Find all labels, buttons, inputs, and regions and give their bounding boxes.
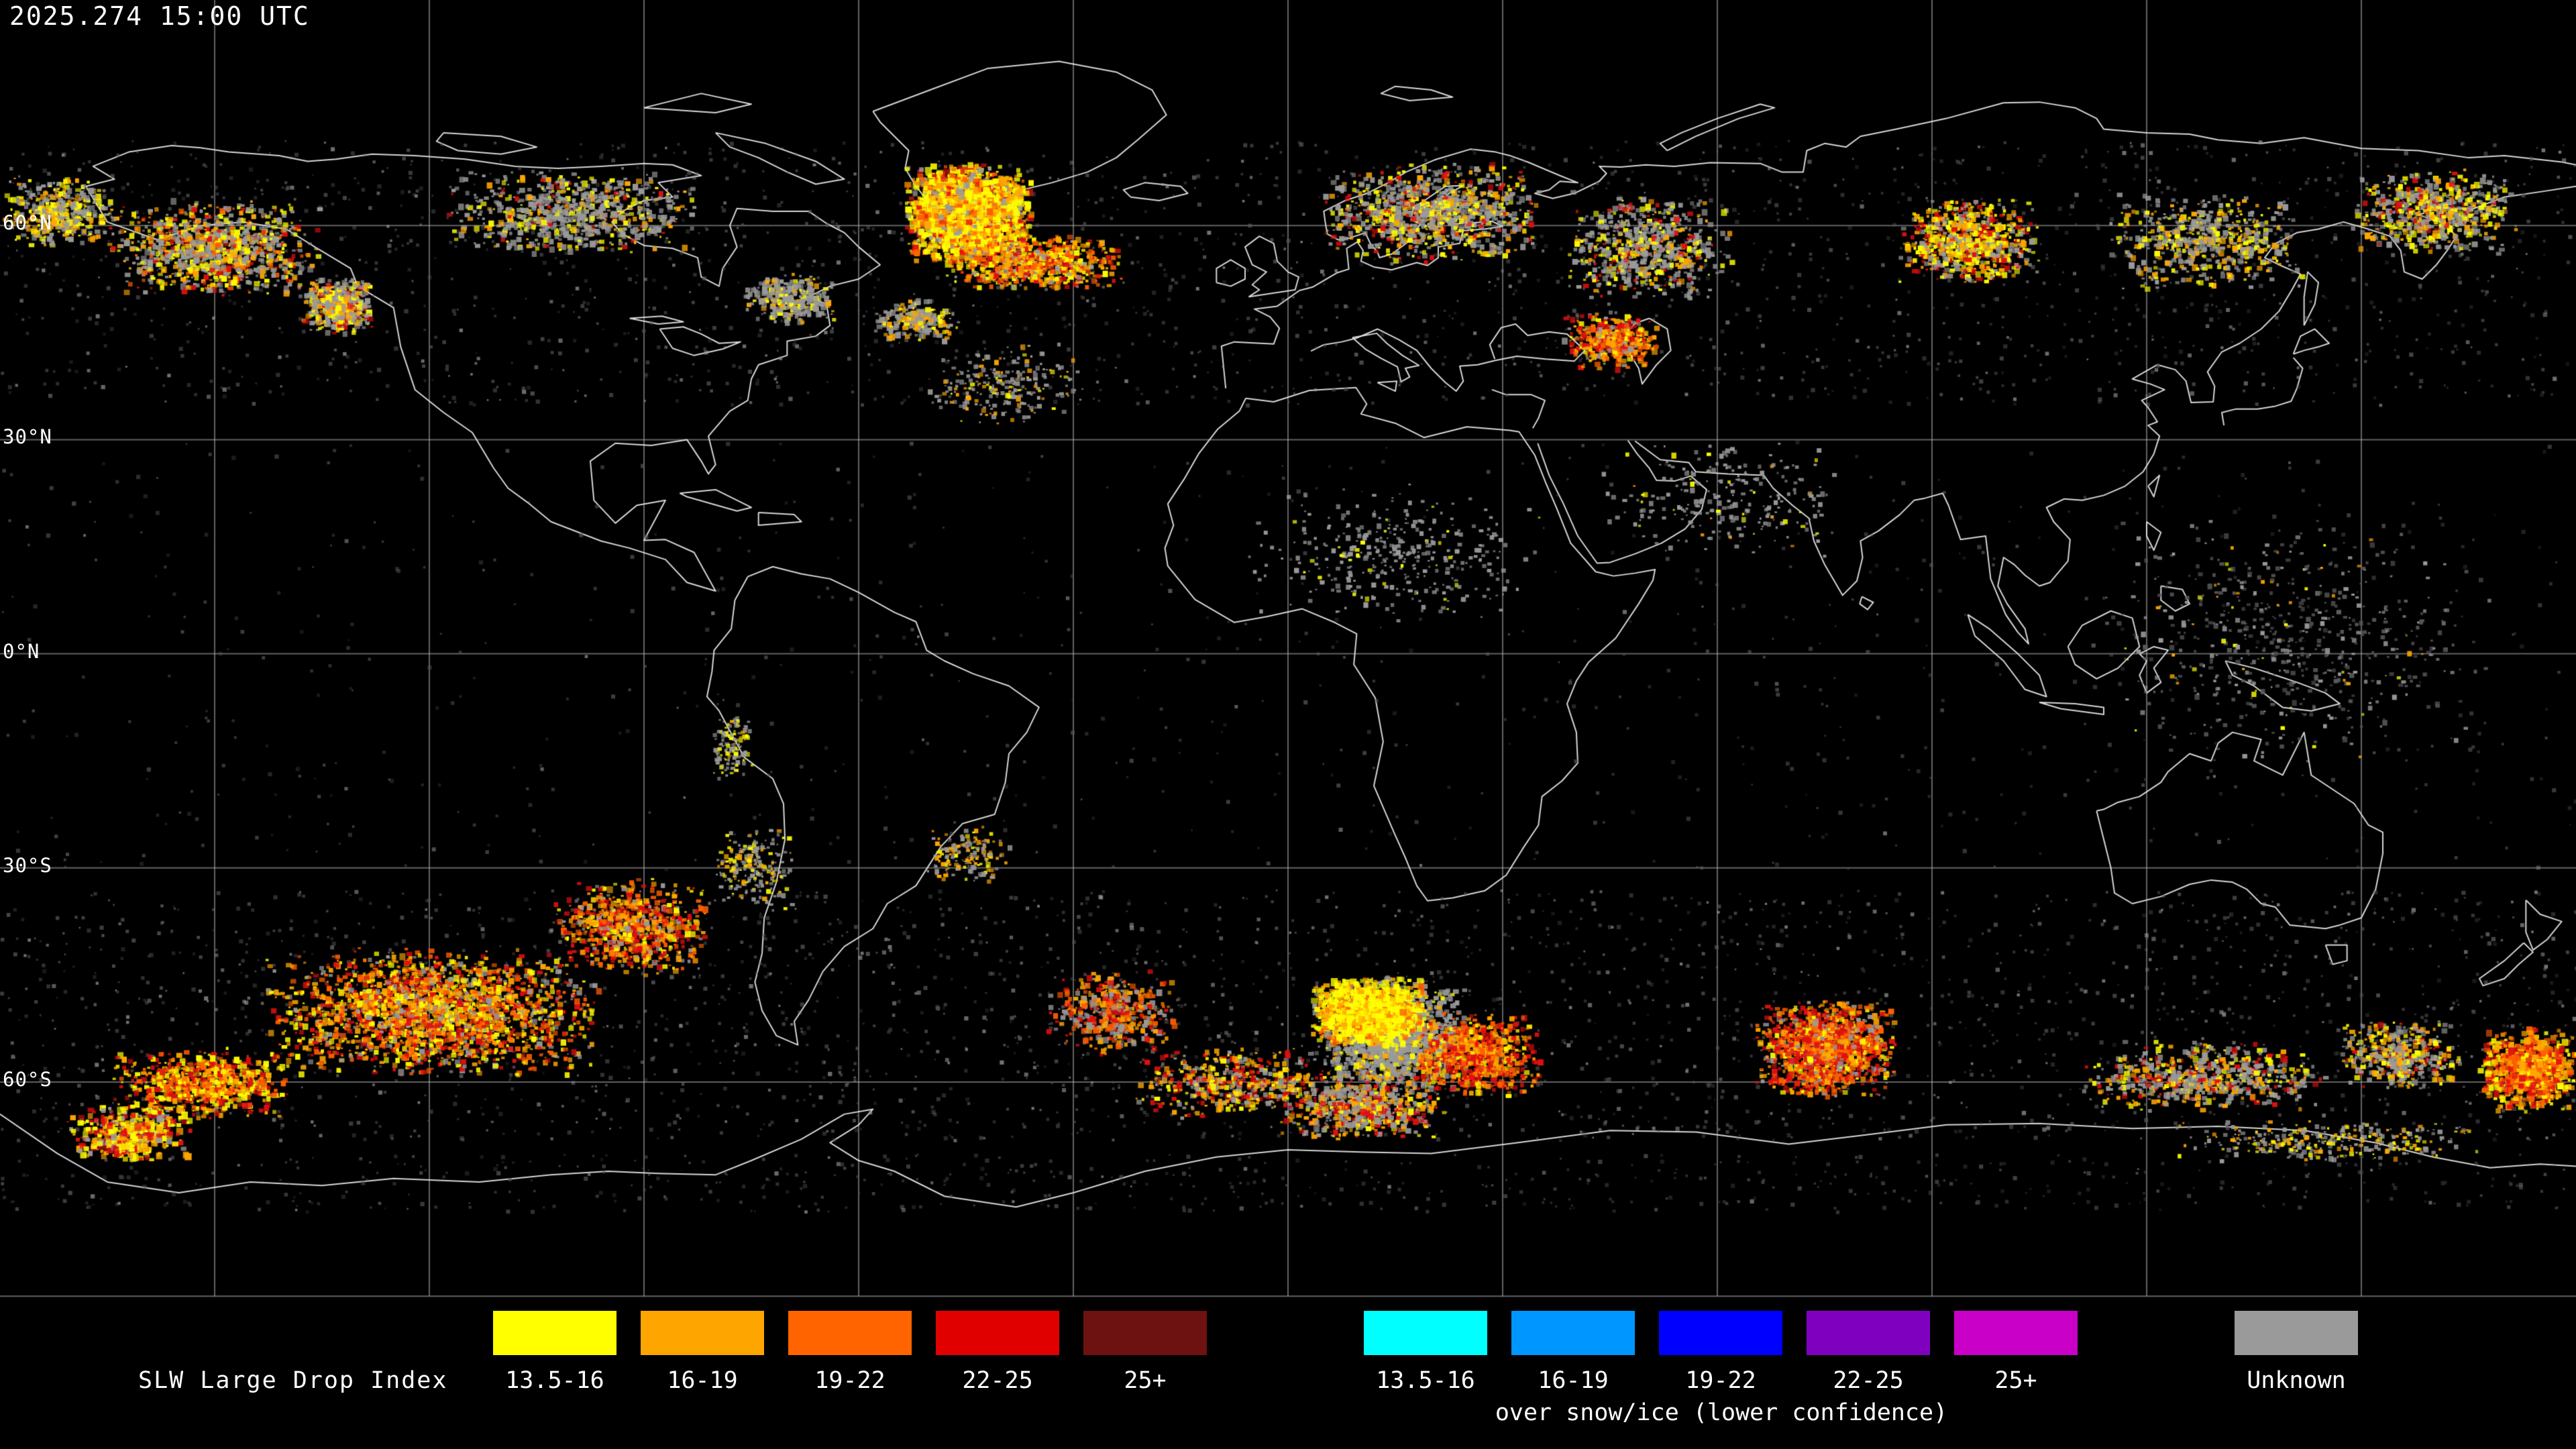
legend-swatch — [1954, 1311, 2078, 1355]
latitude-label: 60°S — [3, 1067, 52, 1091]
legend-item: Unknown — [2235, 1311, 2358, 1394]
legend-item: 16-19 — [641, 1311, 764, 1394]
legend-swatch — [936, 1311, 1059, 1355]
legend-swatch-unknown — [2235, 1311, 2358, 1355]
legend-group-slw: 13.5-16 16-19 19-22 22-25 25+ — [493, 1311, 1207, 1394]
legend-swatch — [1807, 1311, 1930, 1355]
legend-swatch-label: 25+ — [1994, 1367, 2037, 1394]
latitude-label: 0°N — [3, 639, 40, 663]
legend-item: 22-25 — [936, 1311, 1059, 1394]
legend-swatch-label: 25+ — [1124, 1367, 1167, 1394]
legend-caption-snow-ice: over snow/ice (lower confidence) — [1495, 1399, 1948, 1426]
legend-item: 13.5-16 — [1364, 1311, 1487, 1394]
legend-swatch-label: 13.5-16 — [1376, 1367, 1475, 1394]
legend-swatch — [788, 1311, 912, 1355]
legend-swatch — [493, 1311, 616, 1355]
legend-swatch-label: 13.5-16 — [505, 1367, 604, 1394]
legend-item: 19-22 — [1659, 1311, 1782, 1394]
legend-group-snow-ice: 13.5-16 16-19 19-22 22-25 25+ — [1364, 1311, 2078, 1394]
legend-swatch-label: Unknown — [2247, 1367, 2346, 1394]
latitude-label: 30°N — [3, 425, 52, 449]
legend-item: 25+ — [1083, 1311, 1207, 1394]
legend-swatch-label: 19-22 — [1685, 1367, 1756, 1394]
legend-item: 22-25 — [1807, 1311, 1930, 1394]
legend-title: SLW Large Drop Index — [138, 1367, 448, 1394]
legend-swatch — [1511, 1311, 1635, 1355]
legend-swatch — [1659, 1311, 1782, 1355]
legend-swatch-label: 19-22 — [814, 1367, 885, 1394]
legend-item-unknown: Unknown — [2235, 1311, 2358, 1394]
legend-item: 13.5-16 — [493, 1311, 616, 1394]
legend-swatch — [1083, 1311, 1207, 1355]
legend-item: 25+ — [1954, 1311, 2078, 1394]
latitude-label: 60°N — [3, 211, 52, 235]
legend-swatch — [641, 1311, 764, 1355]
legend-swatch-label: 16-19 — [1538, 1367, 1609, 1394]
legend-swatch-label: 16-19 — [667, 1367, 738, 1394]
latitude-label: 30°S — [3, 853, 52, 877]
legend-swatch-label: 22-25 — [962, 1367, 1033, 1394]
legend-swatch — [1364, 1311, 1487, 1355]
timestamp: 2025.274 15:00 UTC — [9, 1, 310, 31]
legend-item: 19-22 — [788, 1311, 912, 1394]
legend-swatch-label: 22-25 — [1833, 1367, 1904, 1394]
legend-item: 16-19 — [1511, 1311, 1635, 1394]
